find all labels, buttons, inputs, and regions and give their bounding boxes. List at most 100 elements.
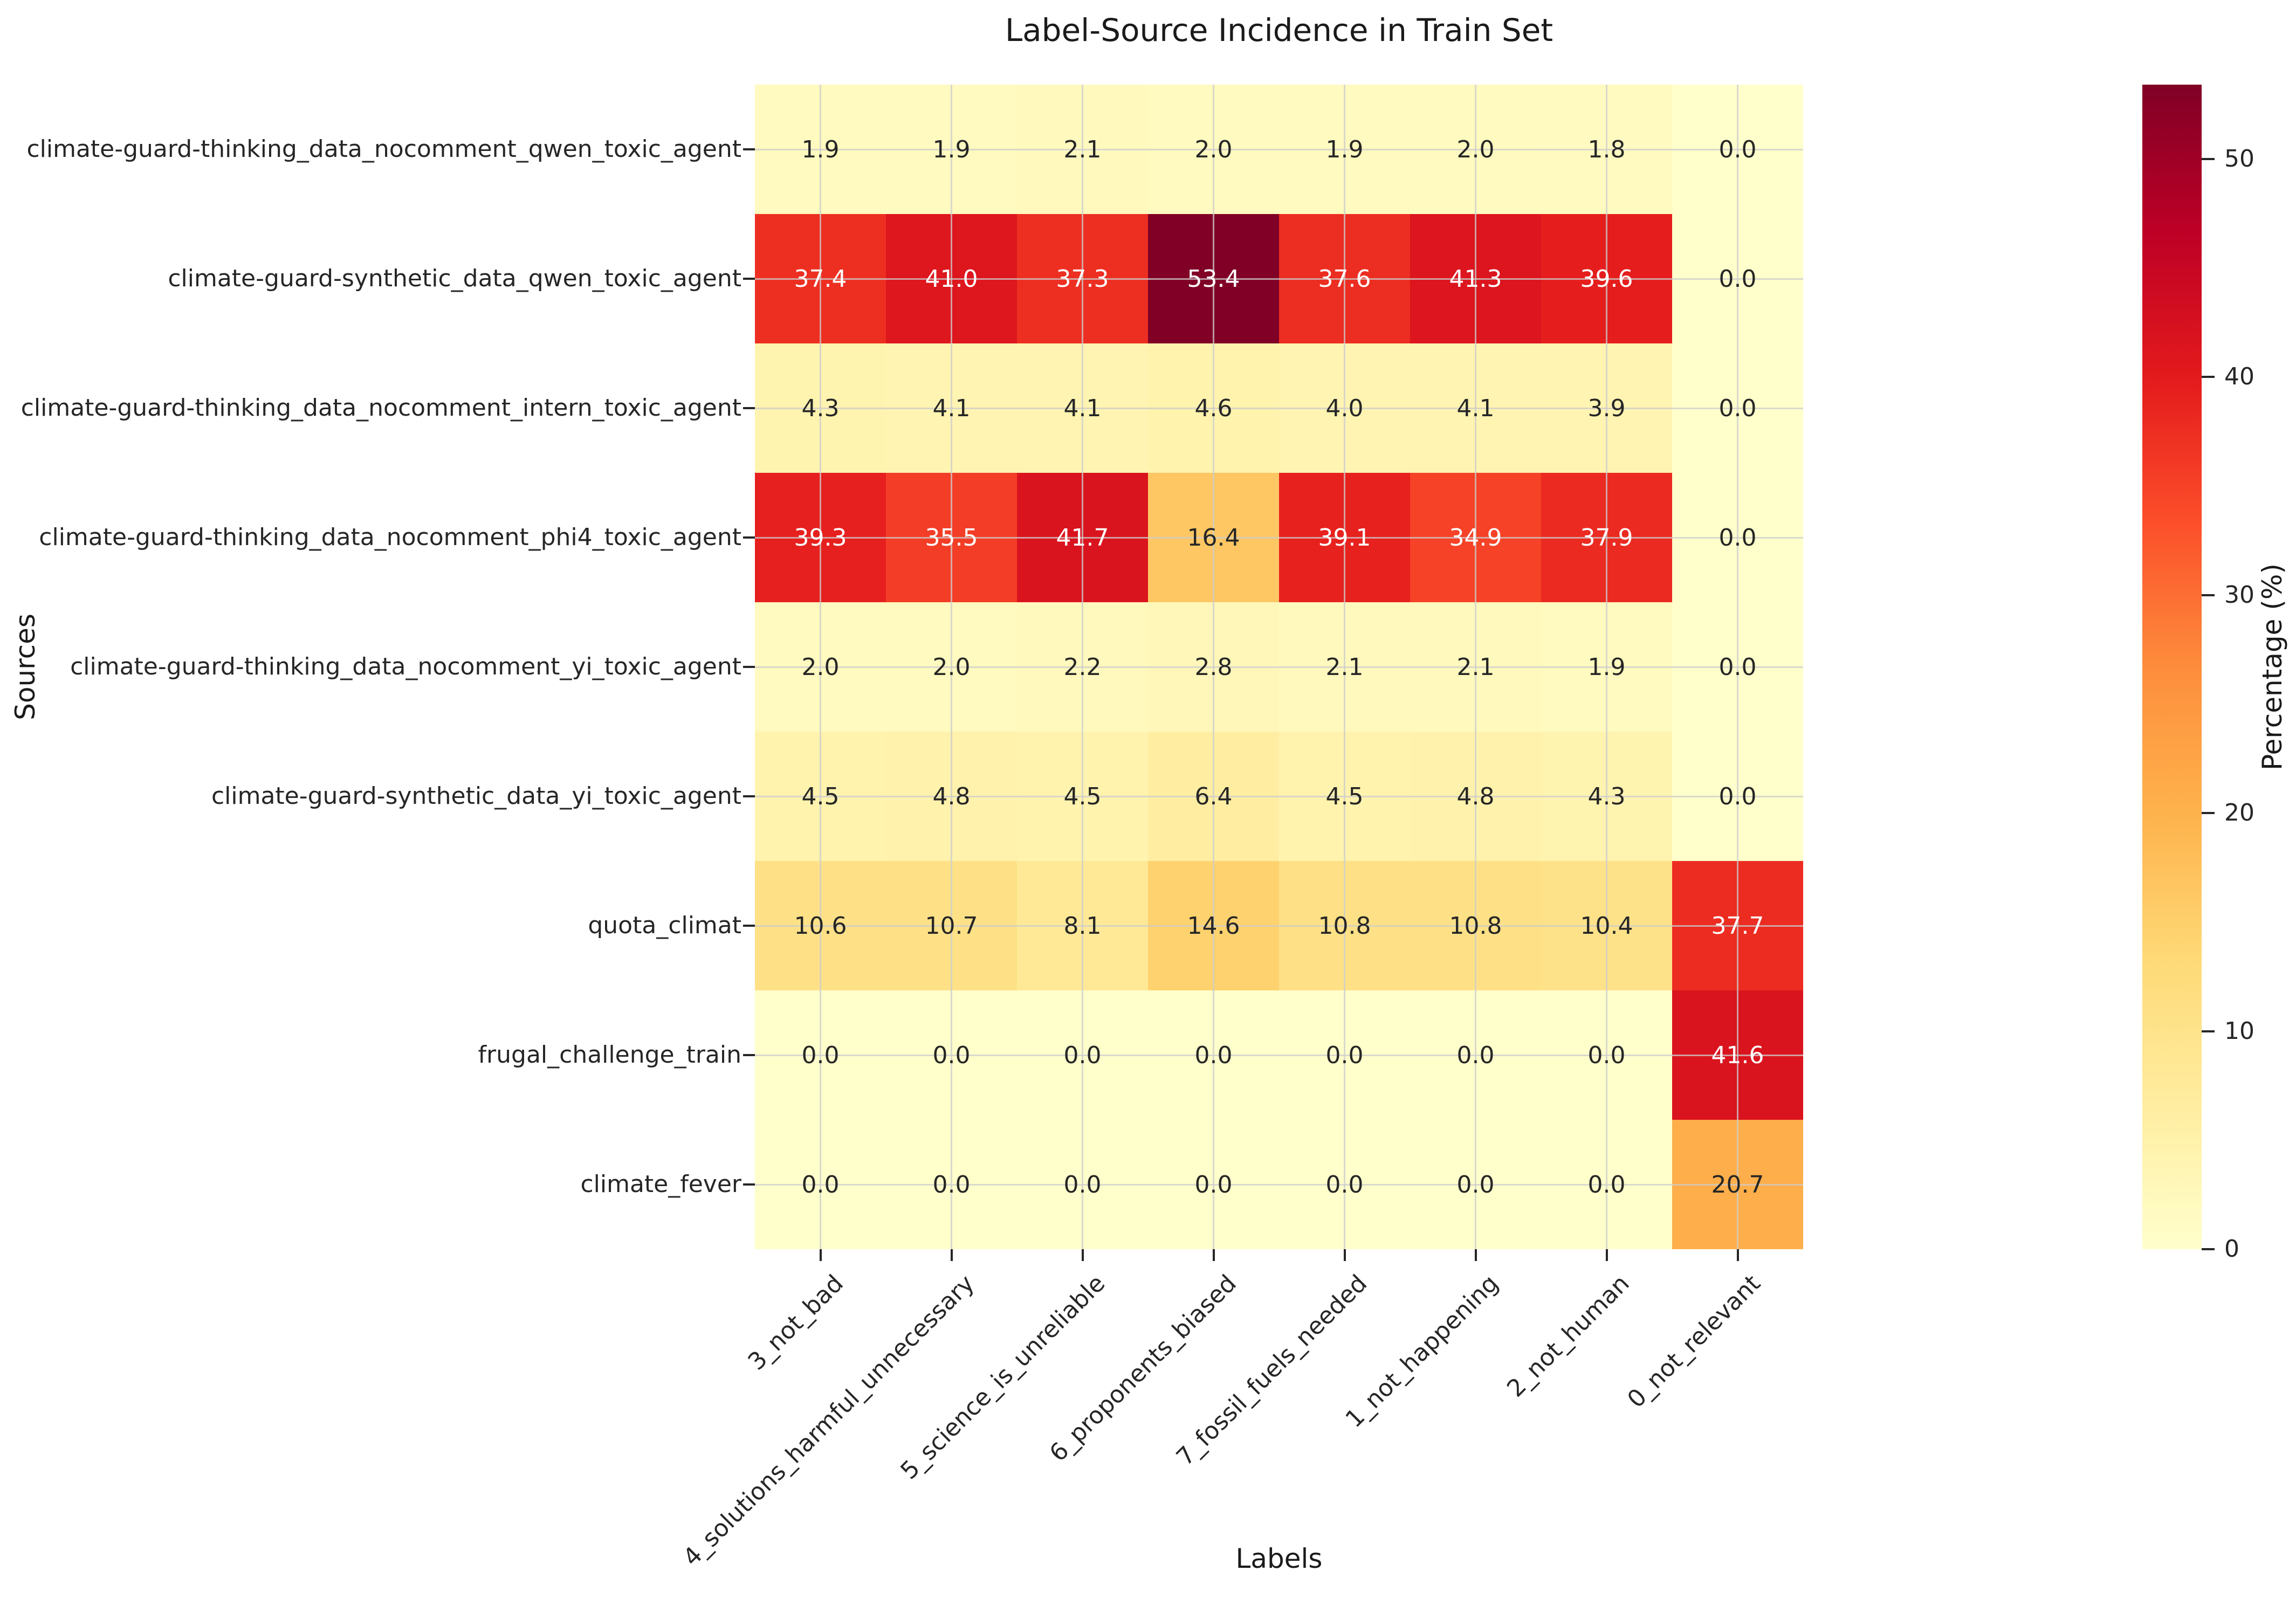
cell-value: 2.0 [1456,135,1495,163]
heatmap-cell: 37.6 [1279,214,1410,343]
heatmap-cell: 0.0 [886,990,1017,1120]
cell-value: 0.0 [1194,1041,1233,1069]
cell-value: 0.0 [1718,782,1757,810]
cell-value: 37.6 [1318,265,1371,293]
heatmap-cell: 0.0 [1148,1120,1279,1249]
heatmap-cell: 0.0 [1672,732,1803,861]
cell-value: 4.6 [1194,394,1233,422]
heatmap-cell: 53.4 [1148,214,1279,343]
heatmap-cell: 2.0 [755,602,886,732]
cell-value: 3.9 [1587,394,1626,422]
heatmap-cell: 41.3 [1410,214,1541,343]
heatmap-cell: 1.9 [886,85,1017,214]
cell-value: 4.5 [1063,782,1102,810]
cell-value: 41.3 [1449,265,1502,293]
cell-value: 4.1 [932,394,971,422]
cell-value: 10.8 [1318,912,1371,940]
heatmap-cell: 4.5 [1017,732,1148,861]
heatmap-cell: 4.3 [1541,732,1672,861]
cell-value: 41.7 [1056,524,1109,552]
cell-value: 4.0 [1325,394,1364,422]
cell-value: 0.0 [801,1041,840,1069]
heatmap-cell: 4.8 [1410,732,1541,861]
heatmap-cell: 0.0 [1017,990,1148,1120]
heatmap-cell: 0.0 [886,1120,1017,1249]
cell-value: 35.5 [925,524,978,552]
heatmap-cell: 4.8 [886,732,1017,861]
cell-value: 1.8 [1587,135,1626,163]
cell-value: 0.0 [801,1170,840,1198]
cell-value: 0.0 [932,1170,971,1198]
cell-value: 6.4 [1194,782,1233,810]
heatmap-cell: 2.0 [1410,85,1541,214]
heatmap-cell: 1.9 [1541,602,1672,732]
cell-value: 4.8 [932,782,971,810]
heatmap-cell: 39.1 [1279,473,1410,602]
y-tick-label: climate-guard-thinking_data_nocomment_yi… [70,653,741,680]
x-tick-label: 3_not_bad [743,1270,849,1376]
cell-value: 0.0 [1718,524,1757,552]
heatmap-cell: 37.4 [755,214,886,343]
cell-value: 4.5 [801,782,840,810]
heatmap-cell: 14.6 [1148,861,1279,990]
heatmap-cell: 0.0 [1410,1120,1541,1249]
cell-value: 0.0 [1325,1041,1364,1069]
heatmap-cell: 39.3 [755,473,886,602]
cell-value: 16.4 [1187,524,1240,552]
heatmap-cell: 37.9 [1541,473,1672,602]
cell-value: 34.9 [1449,524,1502,552]
heatmap-cell: 16.4 [1148,473,1279,602]
heatmap-cell: 2.0 [886,602,1017,732]
heatmap-cell: 0.0 [1410,990,1541,1120]
cell-value: 2.0 [932,653,971,681]
cell-value: 0.0 [1718,265,1757,293]
cell-value: 37.3 [1056,265,1109,293]
cell-value: 2.8 [1194,653,1233,681]
heatmap-cell: 4.1 [886,343,1017,473]
chart-title: Label-Source Incidence in Train Set [1005,12,1553,49]
cell-value: 37.9 [1580,524,1633,552]
y-tick-label: climate_fever [580,1170,741,1198]
cell-value: 0.0 [1063,1170,1102,1198]
heatmap-cell: 1.9 [755,85,886,214]
heatmap-cell: 1.9 [1279,85,1410,214]
cell-value: 37.4 [794,265,847,293]
colorbar-tick-label: 0 [2224,1235,2239,1263]
heatmap-cell: 4.0 [1279,343,1410,473]
heatmap-cell: 0.0 [755,1120,886,1249]
heatmap-cell: 0.0 [1672,85,1803,214]
x-axis-title: Labels [1235,1543,1323,1574]
cell-value: 0.0 [1718,135,1757,163]
heatmap-cell: 41.7 [1017,473,1148,602]
heatmap-cell: 37.7 [1672,861,1803,990]
cell-value: 37.7 [1711,912,1764,940]
heatmap-cell: 39.6 [1541,214,1672,343]
heatmap-cell: 4.1 [1410,343,1541,473]
heatmap-cell: 10.8 [1410,861,1541,990]
y-tick-label: climate-guard-synthetic_data_yi_toxic_ag… [211,782,741,810]
heatmap-cell: 35.5 [886,473,1017,602]
cell-value: 0.0 [1456,1170,1495,1198]
heatmap-cell: 10.4 [1541,861,1672,990]
cell-value: 2.2 [1063,653,1102,681]
cell-value: 1.9 [1587,653,1626,681]
colorbar-tick-label: 30 [2224,581,2254,609]
heatmap-cell: 2.8 [1148,602,1279,732]
cell-value: 39.3 [794,524,847,552]
heatmap-cell: 10.6 [755,861,886,990]
heatmap-cell: 0.0 [1672,214,1803,343]
cell-value: 1.9 [801,135,840,163]
cell-value: 0.0 [932,1041,971,1069]
heatmap-cell: 0.0 [1672,473,1803,602]
cell-value: 1.9 [1325,135,1364,163]
heatmap-cell: 41.0 [886,214,1017,343]
heatmap-cell: 0.0 [1672,343,1803,473]
y-axis-title: Sources [10,614,41,720]
cell-value: 41.6 [1711,1041,1764,1069]
heatmap-cell: 41.6 [1672,990,1803,1120]
cell-value: 0.0 [1194,1170,1233,1198]
heatmap-cell: 0.0 [755,990,886,1120]
colorbar-title: Percentage (%) [2257,563,2288,770]
y-tick-label: climate-guard-thinking_data_nocomment_qw… [26,135,741,163]
cell-value: 1.9 [932,135,971,163]
